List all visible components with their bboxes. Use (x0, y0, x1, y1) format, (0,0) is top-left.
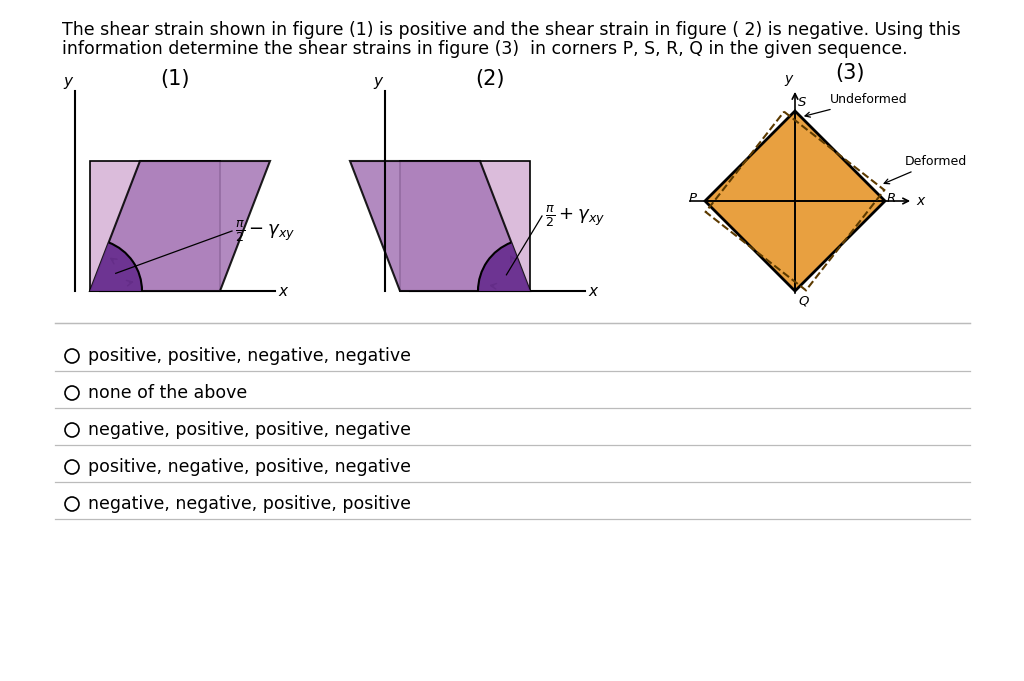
Text: (1): (1) (160, 69, 189, 89)
Text: none of the above: none of the above (88, 384, 247, 402)
Text: Deformed: Deformed (884, 155, 967, 184)
Text: S: S (798, 96, 806, 109)
Wedge shape (478, 242, 530, 291)
Text: positive, positive, negative, negative: positive, positive, negative, negative (88, 347, 411, 365)
Polygon shape (350, 161, 530, 291)
Polygon shape (705, 111, 885, 291)
Polygon shape (90, 161, 270, 291)
Wedge shape (90, 242, 142, 291)
Text: Undeformed: Undeformed (805, 93, 907, 117)
Text: Q: Q (798, 294, 808, 307)
Text: x: x (278, 283, 287, 298)
Text: P: P (689, 191, 697, 204)
Text: $\frac{\pi}{2} + \gamma_{xy}$: $\frac{\pi}{2} + \gamma_{xy}$ (545, 203, 605, 229)
Text: y: y (784, 72, 793, 86)
Polygon shape (90, 161, 220, 291)
Text: negative, positive, positive, negative: negative, positive, positive, negative (88, 421, 411, 439)
Text: (3): (3) (835, 63, 864, 83)
Text: y: y (63, 74, 73, 89)
Text: $\frac{\pi}{2} - \gamma_{xy}$: $\frac{\pi}{2} - \gamma_{xy}$ (234, 218, 295, 244)
Text: R: R (887, 191, 896, 204)
Text: x: x (916, 194, 925, 208)
Text: The shear strain shown in figure (1) is positive and the shear strain in figure : The shear strain shown in figure (1) is … (62, 21, 961, 39)
Text: y: y (374, 74, 383, 89)
Text: positive, negative, positive, negative: positive, negative, positive, negative (88, 458, 411, 476)
Polygon shape (400, 161, 530, 291)
Text: (2): (2) (475, 69, 505, 89)
Text: information determine the shear strains in figure (3)  in corners P, S, R, Q in : information determine the shear strains … (62, 40, 907, 58)
Text: negative, negative, positive, positive: negative, negative, positive, positive (88, 495, 411, 513)
Text: x: x (588, 283, 597, 298)
